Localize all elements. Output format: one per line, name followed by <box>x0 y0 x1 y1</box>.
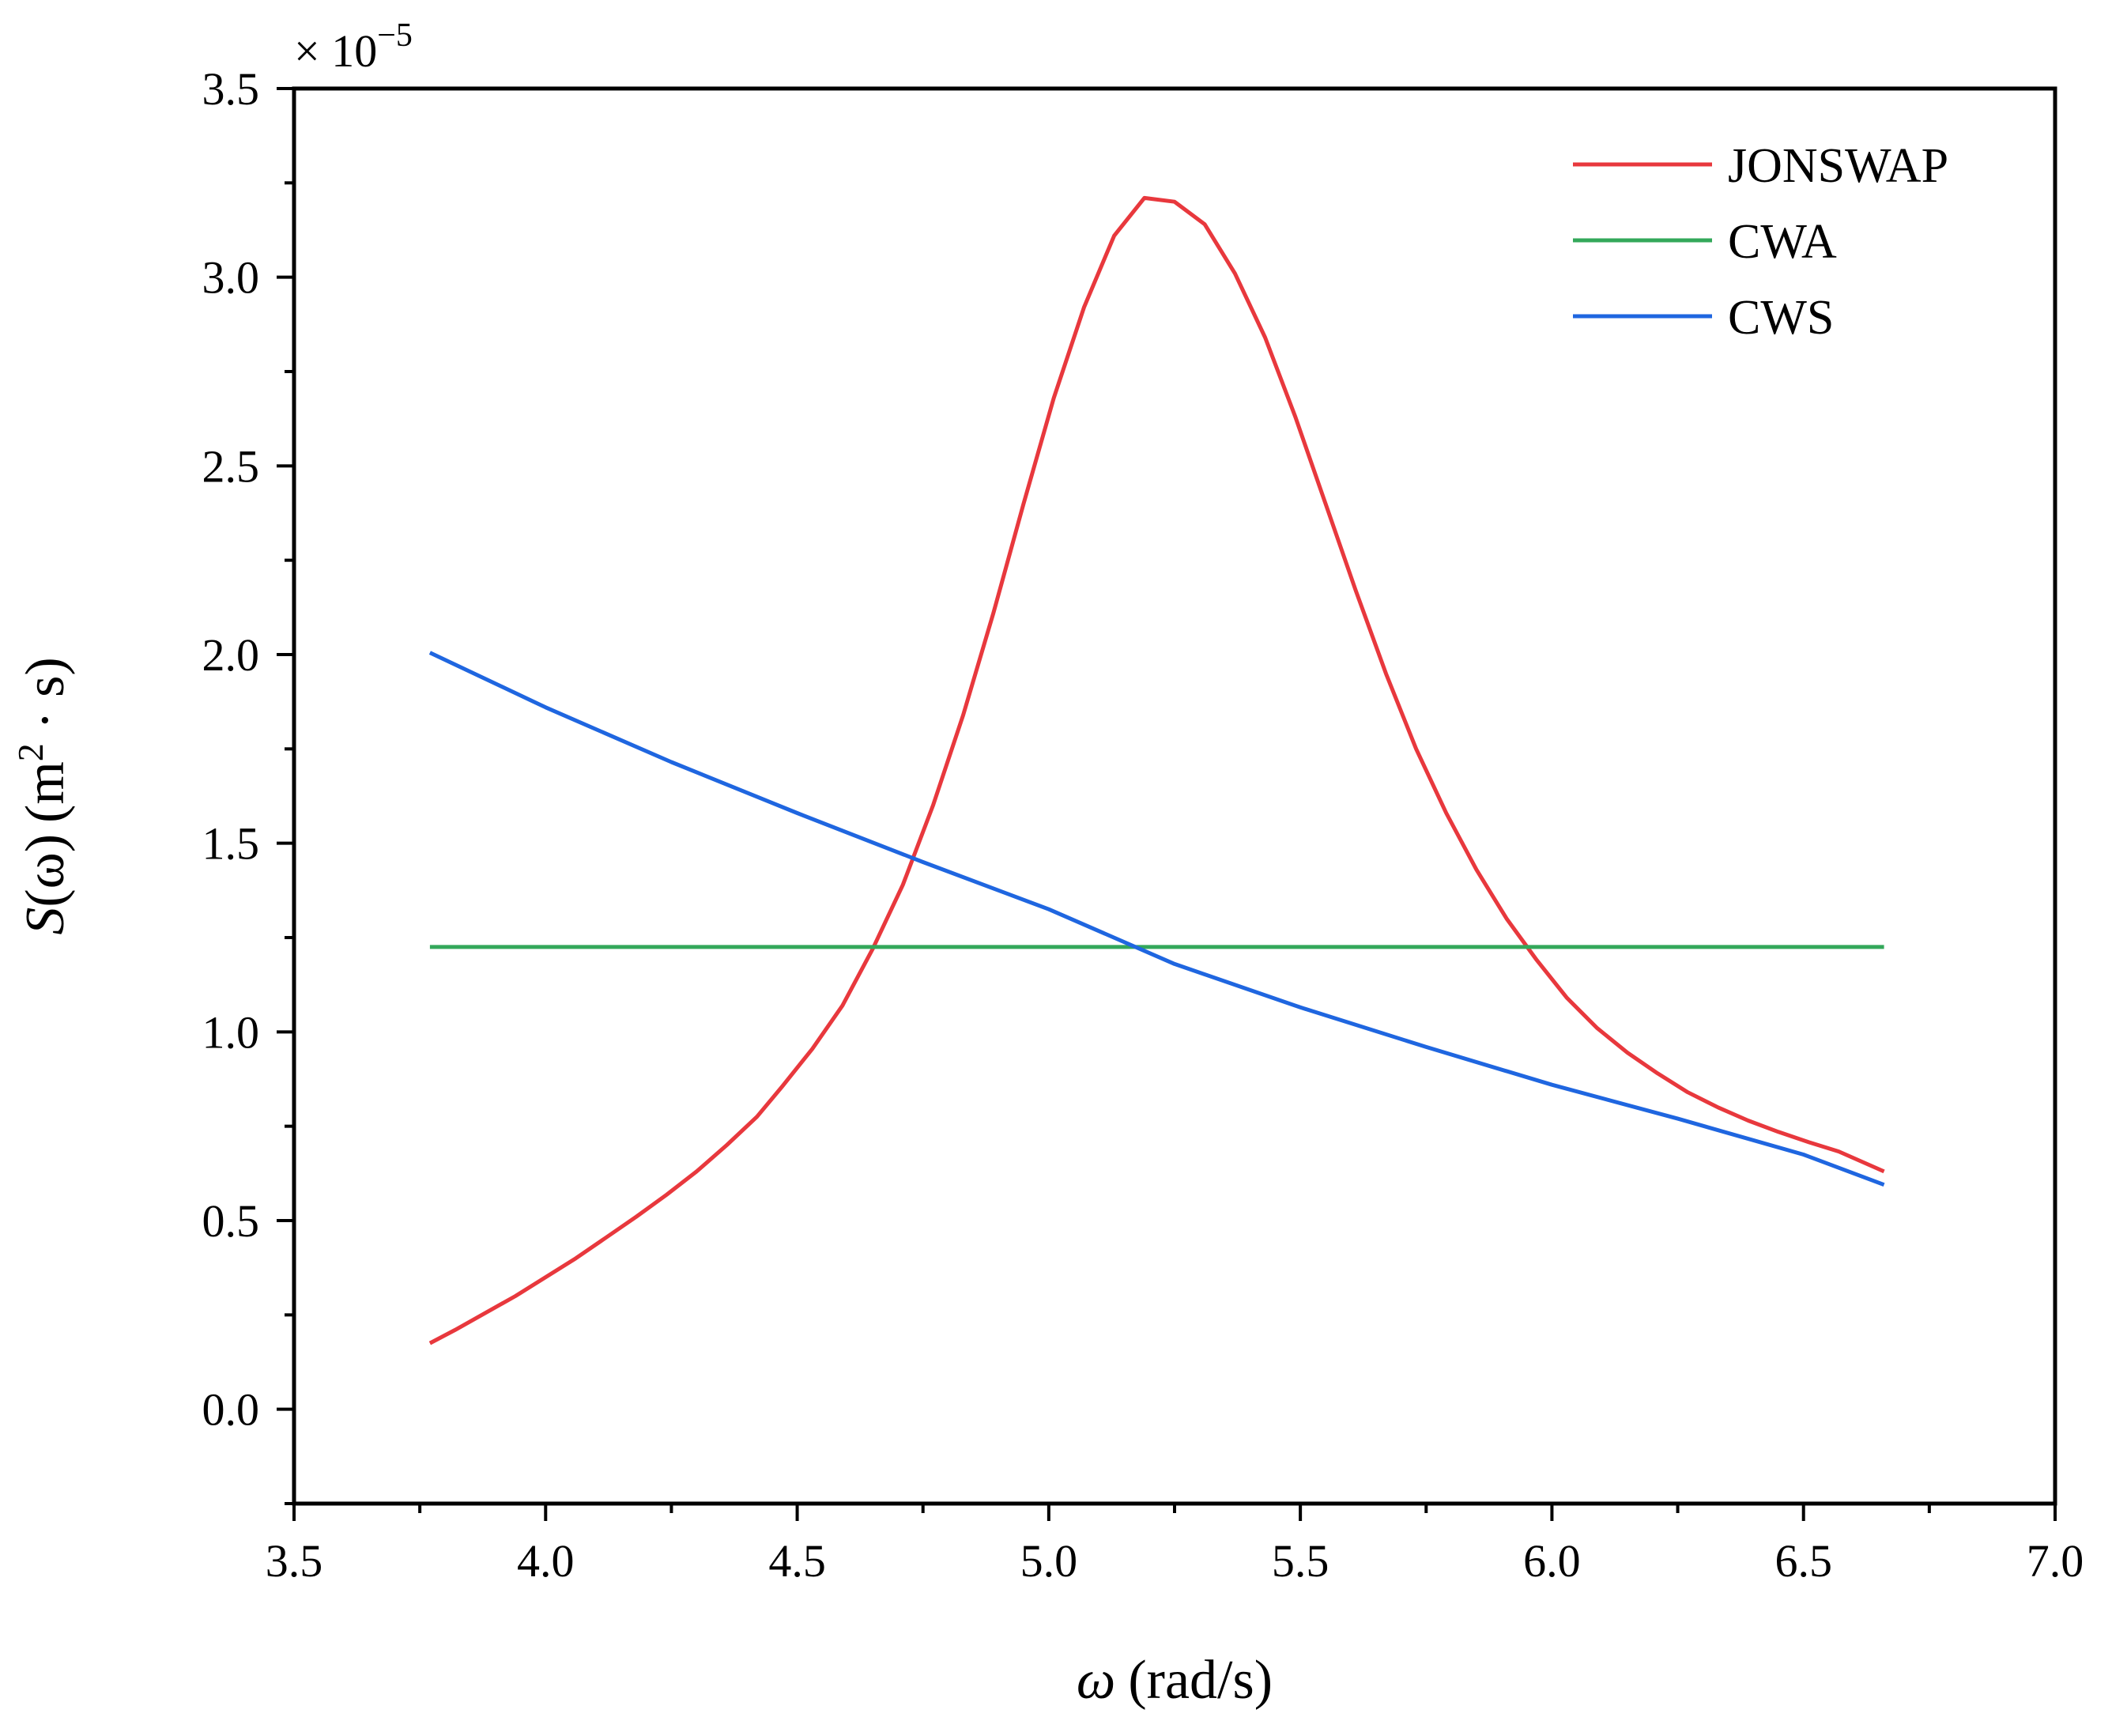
legend-label-cwa: CWA <box>1728 215 1837 269</box>
y-tick-label: 3.5 <box>202 63 260 115</box>
y-axis-multiplier: × 10−5 <box>294 17 413 77</box>
y-axis-title: S(ω) (m2 · s) <box>10 657 76 934</box>
x-tick-label: 6.0 <box>1523 1535 1581 1587</box>
y-axis-symbol: S <box>15 908 76 935</box>
x-tick-label: 3.5 <box>266 1535 323 1587</box>
y-multiplier-base: × 10 <box>294 25 377 77</box>
x-tick-label: 7.0 <box>2027 1535 2084 1587</box>
y-tick-label: 1.5 <box>202 818 260 870</box>
legend-label-jonswap: JONSWAP <box>1728 139 1948 193</box>
y-multiplier-exponent: −5 <box>377 17 413 54</box>
y-tick-label: 1.0 <box>202 1006 260 1058</box>
y-tick-label: 0.5 <box>202 1195 260 1247</box>
labels-layer: 3.5 4.0 4.5 5.0 5.5 6.0 6.5 7.0 0.0 0.5 1.0 1.5 2.0 2… <box>202 63 2084 1587</box>
x-tick-label: 4.5 <box>768 1535 826 1587</box>
series-line-jonswap <box>428 195 1885 1345</box>
y-axis-unit-sup: 2 <box>10 743 51 761</box>
x-tick-label: 5.5 <box>1272 1535 1329 1587</box>
series-line-cws <box>428 651 1885 1187</box>
x-axis-title: ω (rad/s) <box>1077 1650 1273 1711</box>
x-tick-label: 4.0 <box>517 1535 575 1587</box>
y-axis-arg: (ω) <box>15 834 76 908</box>
y-tick-label: 2.0 <box>202 629 260 681</box>
x-tick-label: 5.0 <box>1020 1535 1078 1587</box>
legend: JONSWAP CWA CWS <box>1573 139 1948 345</box>
x-tick-label: 6.5 <box>1774 1535 1832 1587</box>
y-axis-unit-open: (m <box>15 761 76 823</box>
y-axis-unit-close: · s) <box>15 657 76 743</box>
y-tick-label: 3.0 <box>202 252 260 304</box>
x-axis-unit: (rad/s) <box>1128 1650 1273 1711</box>
y-tick-label: 2.5 <box>202 440 260 492</box>
series-layer <box>428 195 1885 1345</box>
x-axis-symbol: ω <box>1077 1650 1115 1711</box>
legend-label-cws: CWS <box>1728 291 1834 345</box>
y-tick-label: 0.0 <box>202 1384 260 1436</box>
ticks-layer <box>277 87 2057 1521</box>
